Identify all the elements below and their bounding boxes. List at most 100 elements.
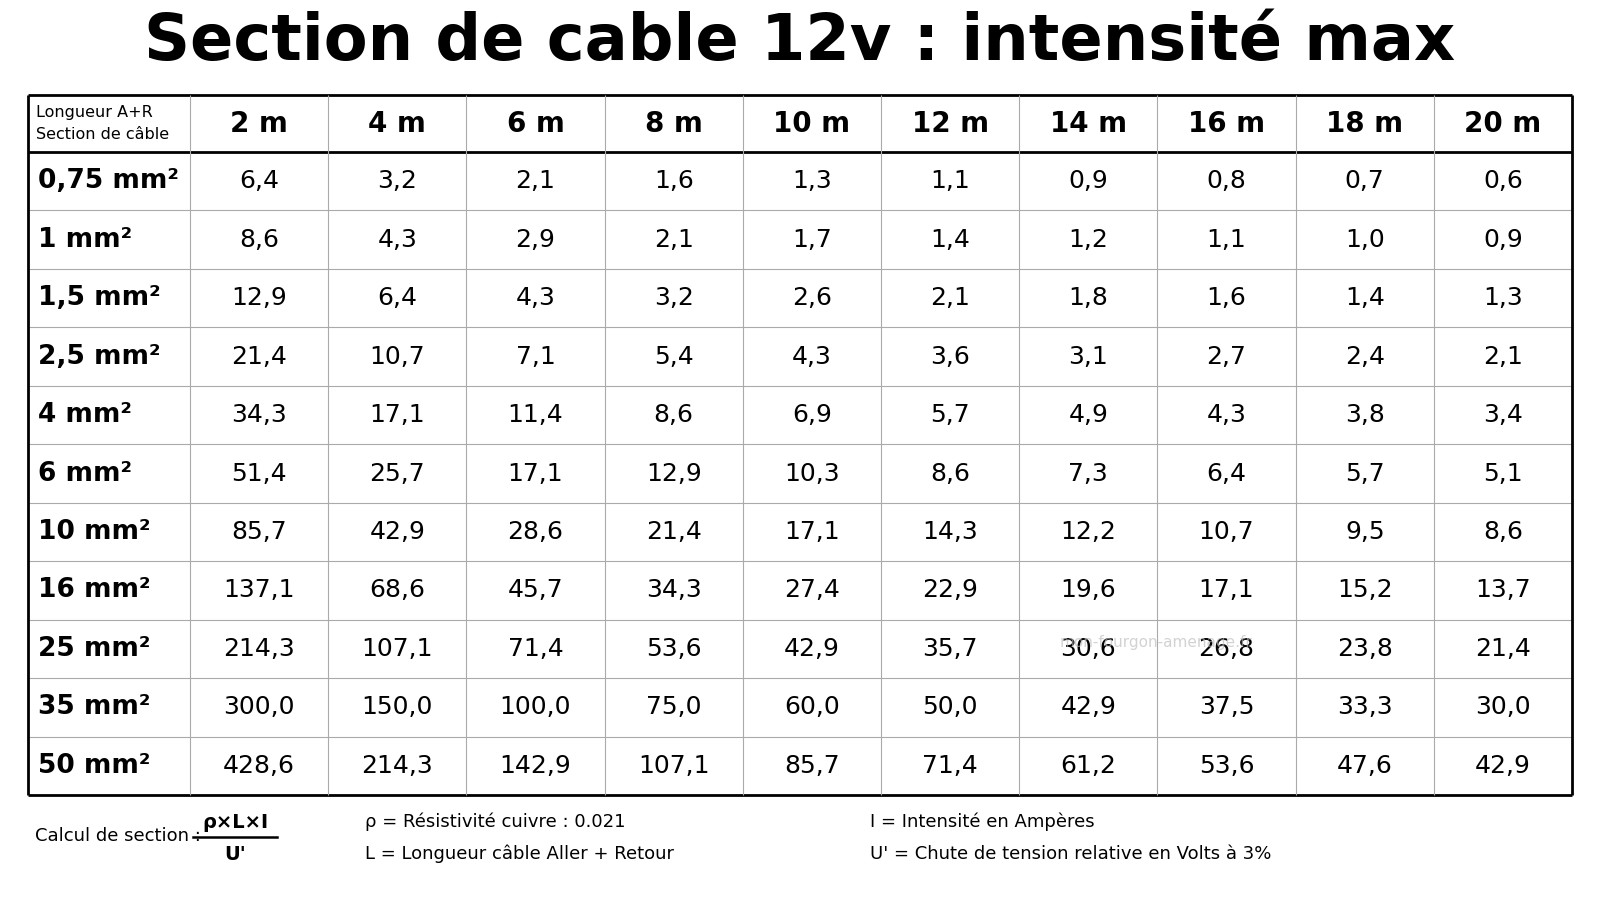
Text: 6,4: 6,4 [378,286,418,310]
Text: 42,9: 42,9 [1475,754,1531,778]
Text: mon-fourgon-amenage.fr: mon-fourgon-amenage.fr [1059,634,1253,650]
Text: 60,0: 60,0 [784,696,840,719]
Text: L = Longueur câble Aller + Retour: L = Longueur câble Aller + Retour [365,845,674,863]
Text: 3,1: 3,1 [1069,345,1109,369]
Text: 3,6: 3,6 [930,345,970,369]
Text: 0,7: 0,7 [1346,169,1384,194]
Text: 11,4: 11,4 [507,403,563,427]
Text: 5,7: 5,7 [1346,462,1384,485]
Text: 17,1: 17,1 [370,403,426,427]
Text: 50 mm²: 50 mm² [38,752,150,778]
Text: 107,1: 107,1 [638,754,709,778]
Text: 17,1: 17,1 [1198,579,1254,602]
Text: 27,4: 27,4 [784,579,840,602]
Text: 45,7: 45,7 [507,579,563,602]
Text: 15,2: 15,2 [1338,579,1392,602]
Text: 2,1: 2,1 [1483,345,1523,369]
Text: 0,75 mm²: 0,75 mm² [38,168,179,194]
Text: 35,7: 35,7 [922,637,978,661]
Text: 2,1: 2,1 [930,286,970,310]
Text: 1 mm²: 1 mm² [38,227,133,253]
Text: 34,3: 34,3 [232,403,286,427]
Text: 34,3: 34,3 [646,579,701,602]
Text: 12 m: 12 m [912,110,989,138]
Text: 6,4: 6,4 [238,169,278,194]
Text: 3,8: 3,8 [1344,403,1384,427]
Text: 7,3: 7,3 [1069,462,1109,485]
Text: 6 mm²: 6 mm² [38,461,131,487]
Text: Calcul de section :: Calcul de section : [35,827,202,845]
Text: 35 mm²: 35 mm² [38,694,150,720]
Text: 4,3: 4,3 [378,228,418,252]
Text: 75,0: 75,0 [646,696,701,719]
Text: Section de cable 12v : intensité max: Section de cable 12v : intensité max [144,11,1456,73]
Text: 10 mm²: 10 mm² [38,519,150,545]
Text: U' = Chute de tension relative en Volts à 3%: U' = Chute de tension relative en Volts … [870,845,1272,863]
Text: 10,3: 10,3 [784,462,840,485]
Text: 68,6: 68,6 [370,579,426,602]
Text: 214,3: 214,3 [224,637,294,661]
Text: 2,1: 2,1 [654,228,694,252]
Text: 28,6: 28,6 [507,520,563,544]
Text: 1,3: 1,3 [792,169,832,194]
Text: 8 m: 8 m [645,110,702,138]
Text: 42,9: 42,9 [370,520,426,544]
Text: 1,5 mm²: 1,5 mm² [38,285,160,311]
Text: 26,8: 26,8 [1198,637,1254,661]
Text: 428,6: 428,6 [222,754,294,778]
Text: 4 m: 4 m [368,110,426,138]
Text: I = Intensité en Ampères: I = Intensité en Ampères [870,813,1094,832]
Text: 4,9: 4,9 [1069,403,1109,427]
Text: 2,1: 2,1 [515,169,555,194]
Text: 20 m: 20 m [1464,110,1541,138]
Text: 25 mm²: 25 mm² [38,636,150,662]
Text: U': U' [224,844,246,863]
Text: 71,4: 71,4 [922,754,978,778]
Text: 6,9: 6,9 [792,403,832,427]
Text: 2 m: 2 m [230,110,288,138]
Text: 3,2: 3,2 [378,169,418,194]
Text: 61,2: 61,2 [1061,754,1117,778]
Text: ρ = Résistivité cuivre : 0.021: ρ = Résistivité cuivre : 0.021 [365,813,626,832]
Text: 10,7: 10,7 [370,345,426,369]
Text: Longueur A+R: Longueur A+R [35,105,152,120]
Text: 1,8: 1,8 [1069,286,1109,310]
Text: 6 m: 6 m [507,110,565,138]
Text: 5,4: 5,4 [654,345,693,369]
Text: 107,1: 107,1 [362,637,434,661]
Text: 30,0: 30,0 [1475,696,1531,719]
Text: 12,9: 12,9 [646,462,701,485]
Text: 1,1: 1,1 [1206,228,1246,252]
Text: 137,1: 137,1 [224,579,294,602]
Text: 300,0: 300,0 [224,696,294,719]
Text: 2,4: 2,4 [1344,345,1384,369]
Text: 53,6: 53,6 [1198,754,1254,778]
Text: 4,3: 4,3 [792,345,832,369]
Text: 0,9: 0,9 [1483,228,1523,252]
Text: 21,4: 21,4 [646,520,702,544]
Text: 4 mm²: 4 mm² [38,402,131,428]
Text: 3,2: 3,2 [654,286,694,310]
Text: 18 m: 18 m [1326,110,1403,138]
Text: 12,9: 12,9 [232,286,286,310]
Text: 3,4: 3,4 [1483,403,1523,427]
Text: 17,1: 17,1 [784,520,840,544]
Text: 8,6: 8,6 [654,403,694,427]
Text: 25,7: 25,7 [370,462,426,485]
Text: 12,2: 12,2 [1061,520,1117,544]
Text: 214,3: 214,3 [362,754,434,778]
Text: 142,9: 142,9 [499,754,571,778]
Text: 5,1: 5,1 [1483,462,1523,485]
Text: 30,6: 30,6 [1061,637,1117,661]
Text: 6,4: 6,4 [1206,462,1246,485]
Text: 0,6: 0,6 [1483,169,1523,194]
Text: Section de câble: Section de câble [35,127,170,142]
Text: 21,4: 21,4 [1475,637,1531,661]
Text: 22,9: 22,9 [922,579,978,602]
Text: 5,7: 5,7 [930,403,970,427]
Text: 2,7: 2,7 [1206,345,1246,369]
Text: 2,6: 2,6 [792,286,832,310]
Text: 2,9: 2,9 [515,228,555,252]
Text: 4,3: 4,3 [1206,403,1246,427]
Text: 9,5: 9,5 [1346,520,1384,544]
